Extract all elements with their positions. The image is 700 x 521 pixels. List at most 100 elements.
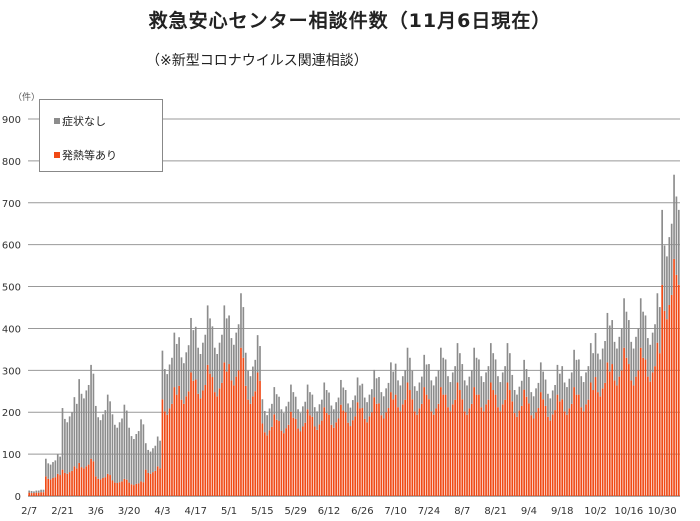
bar-no-symptoms: [587, 366, 590, 400]
bar-fever: [601, 388, 604, 496]
bar-no-symptoms: [425, 364, 428, 395]
bar-fever: [225, 371, 228, 496]
bar-no-symptoms: [625, 311, 628, 358]
bar-no-symptoms: [535, 388, 537, 413]
bar-no-symptoms: [440, 347, 442, 388]
bar-fever: [516, 416, 518, 496]
bar-fever: [663, 310, 666, 496]
bar-no-symptoms: [178, 337, 180, 386]
bar-fever: [380, 415, 383, 496]
bar-no-symptoms: [254, 359, 257, 392]
bar-fever: [280, 430, 283, 496]
bar-fever: [675, 274, 678, 496]
bar-fever: [263, 432, 266, 496]
x-tick-label: 10/2: [584, 506, 606, 517]
bar-fever: [180, 399, 183, 496]
bar-no-symptoms: [71, 412, 73, 471]
bar-no-symptoms: [456, 343, 459, 383]
x-tick-label: 6/26: [351, 506, 373, 517]
bar-fever: [321, 420, 323, 496]
chart-title: 救急安心センター相談件数（11月6日現在）: [148, 10, 552, 32]
bar-no-symptoms: [606, 312, 609, 363]
bar-fever: [309, 415, 311, 496]
bar-fever: [513, 413, 516, 496]
bar-fever: [299, 431, 302, 496]
bar-no-symptoms: [382, 396, 385, 419]
bar-fever: [240, 347, 242, 496]
bar-no-symptoms: [204, 334, 207, 385]
bar-fever: [351, 420, 354, 496]
y-tick-label: 400: [2, 324, 21, 335]
bar-no-symptoms: [611, 320, 614, 365]
bar-no-symptoms: [447, 376, 449, 408]
bar-fever: [313, 426, 316, 496]
bar-no-symptoms: [194, 326, 197, 380]
bar-no-symptoms: [309, 392, 311, 416]
bar-no-symptoms: [323, 382, 326, 408]
bar-fever: [366, 422, 368, 496]
bar-no-symptoms: [263, 410, 266, 433]
bar-fever: [554, 410, 556, 496]
x-tick-label: 4/3: [154, 506, 170, 517]
bar-fever: [90, 458, 92, 496]
bar-fever: [252, 396, 254, 496]
bar-fever: [390, 392, 392, 496]
bar-fever: [173, 387, 176, 496]
x-tick-label: 2/21: [51, 506, 73, 517]
bar-no-symptoms: [287, 401, 290, 425]
bar-fever: [425, 394, 428, 496]
bar-no-symptoms: [401, 376, 404, 405]
y-tick-label: 200: [2, 408, 21, 419]
bar-fever: [368, 416, 371, 496]
bar-fever: [206, 364, 209, 496]
bar-fever: [152, 472, 154, 496]
bar-fever: [578, 394, 580, 496]
bar-no-symptoms: [375, 378, 378, 404]
bar-fever: [56, 473, 59, 496]
bar-fever: [423, 387, 426, 496]
bar-no-symptoms: [639, 298, 642, 348]
bar-no-symptoms: [504, 366, 506, 400]
bar-fever: [311, 416, 314, 496]
bar-no-symptoms: [544, 379, 547, 406]
bar-fever: [349, 426, 352, 496]
bar-no-symptoms: [404, 370, 406, 400]
bar-fever: [99, 479, 102, 496]
bar-no-symptoms: [361, 383, 364, 409]
bar-no-symptoms: [499, 382, 502, 412]
bar-no-symptoms: [266, 415, 268, 436]
bar-fever: [175, 394, 178, 496]
bar-no-symptoms: [420, 376, 423, 404]
bar-no-symptoms: [109, 401, 111, 476]
bar-fever: [328, 414, 330, 496]
x-tick-label: 3/6: [88, 506, 104, 517]
bar-no-symptoms: [651, 332, 654, 373]
bar-fever: [147, 472, 150, 496]
bar-fever: [199, 398, 202, 496]
bar-fever: [504, 399, 506, 496]
bar-no-symptoms: [171, 357, 173, 404]
bar-fever: [509, 390, 511, 496]
bar-fever: [568, 408, 571, 496]
bar-fever: [232, 385, 235, 496]
bar-fever: [468, 408, 471, 496]
bar-no-symptoms: [342, 387, 345, 411]
bar-fever: [142, 482, 145, 496]
bar-no-symptoms: [125, 410, 128, 480]
bar-fever: [80, 467, 83, 496]
bar-fever: [344, 412, 347, 496]
bar-no-symptoms: [442, 357, 445, 395]
bar-no-symptoms: [332, 409, 335, 428]
bar-no-symptoms: [494, 359, 497, 395]
bar-no-symptoms: [340, 379, 342, 405]
bar-fever: [537, 408, 540, 496]
chart-subtitle: （※新型コロナウイルス関連相談）: [146, 53, 368, 69]
bar-fever: [594, 377, 597, 496]
bar-no-symptoms: [658, 307, 661, 354]
bar-fever: [461, 399, 464, 496]
bar-fever: [261, 423, 264, 496]
bar-fever: [304, 422, 307, 496]
bar-no-symptoms: [487, 366, 490, 400]
bar-fever: [178, 385, 180, 496]
bar-no-symptoms: [161, 350, 164, 400]
